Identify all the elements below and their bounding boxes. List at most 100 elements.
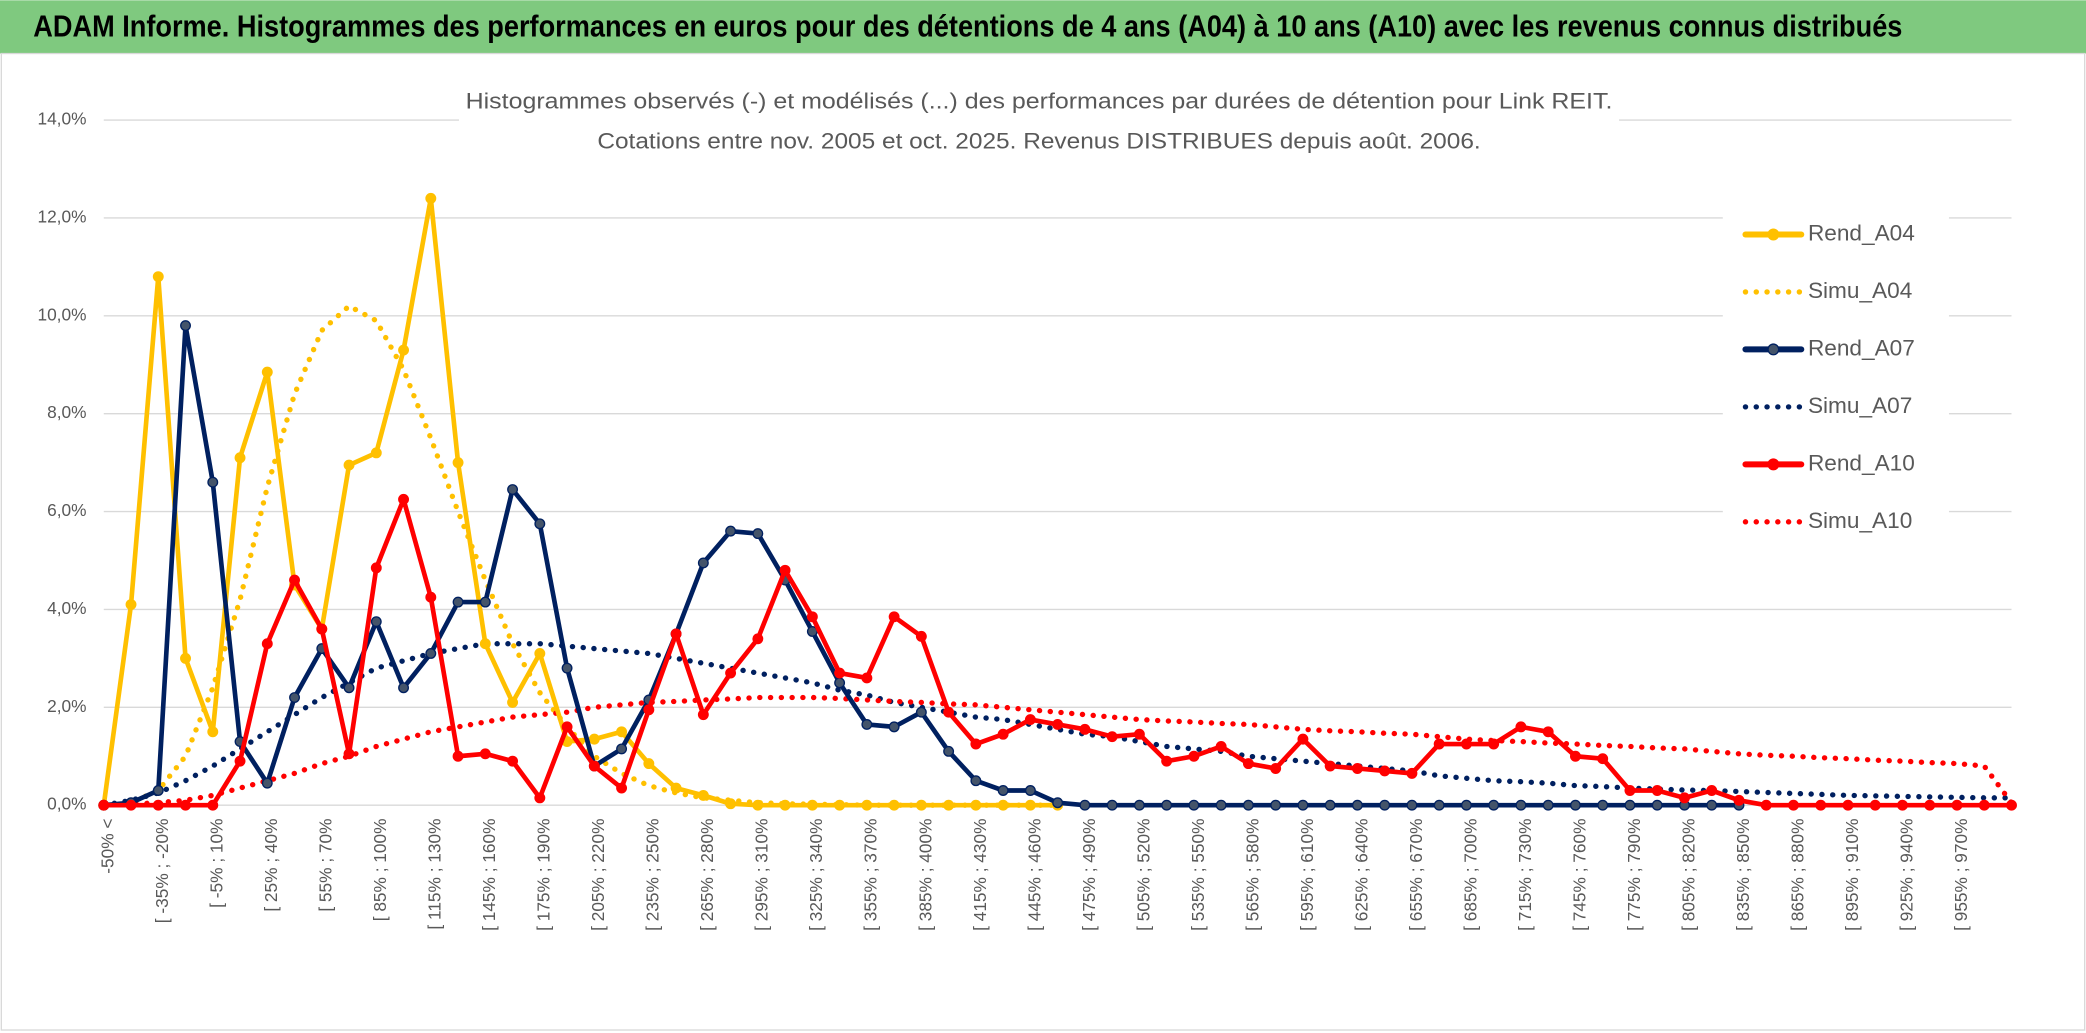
- x-tick-label: [ 595% ; 610%: [1297, 818, 1317, 930]
- x-tick-label: [ 25% ; 40%: [261, 818, 281, 911]
- y-tick-label: 4,0%: [47, 598, 86, 618]
- x-tick-label: [ 175% ; 190%: [534, 818, 554, 930]
- data-point: [180, 652, 191, 664]
- data-point: [861, 672, 873, 684]
- x-tick-label: [ 535% ; 550%: [1188, 818, 1208, 930]
- data-point: [1270, 799, 1282, 811]
- data-point: [915, 630, 927, 642]
- x-tick-label: [ 355% ; 370%: [861, 818, 881, 930]
- data-point: [1133, 728, 1145, 740]
- data-point: [1597, 799, 1609, 811]
- data-point: [343, 682, 355, 694]
- legend-label: Simu_A10: [1808, 508, 1912, 533]
- legend-label: Rend_A04: [1808, 220, 1915, 245]
- data-point: [779, 564, 791, 576]
- legend-label: Rend_A10: [1808, 450, 1915, 475]
- x-tick-label: [ 325% ; 340%: [806, 818, 826, 930]
- x-tick-label: [ 205% ; 220%: [588, 818, 608, 930]
- data-point: [398, 682, 410, 694]
- chart-subtitle: Cotations entre nov. 2005 et oct. 2025. …: [597, 129, 1480, 154]
- data-point: [970, 738, 982, 750]
- legend-marker: [1767, 458, 1780, 471]
- data-point: [697, 557, 709, 569]
- data-point: [1760, 799, 1772, 811]
- data-point: [697, 789, 709, 801]
- data-point: [888, 799, 900, 811]
- x-tick-label: [ 745% ; 760%: [1569, 818, 1589, 930]
- data-point: [834, 799, 846, 811]
- series-line: [101, 694, 2015, 808]
- x-tick-label: -50% <: [98, 818, 118, 873]
- data-point: [616, 743, 628, 755]
- x-tick-label: [ 655% ; 670%: [1406, 818, 1426, 930]
- x-tick-label: [ 295% ; 310%: [752, 818, 772, 930]
- data-point: [1951, 799, 1963, 811]
- x-tick-label: [ 775% ; 790%: [1624, 818, 1644, 930]
- x-tick-label: [ 55% ; 70%: [316, 818, 336, 911]
- data-point: [1106, 799, 1118, 811]
- data-point: [1515, 721, 1527, 733]
- legend-marker: [1767, 228, 1780, 241]
- data-point: [370, 616, 382, 628]
- data-point: [479, 596, 491, 608]
- data-point: [1052, 718, 1064, 730]
- legend-label: Simu_A07: [1808, 393, 1912, 418]
- data-point: [588, 760, 600, 772]
- data-point: [561, 662, 573, 674]
- chart-title: Histogrammes observés (-) et modélisés (…: [466, 89, 1613, 114]
- data-point: [180, 320, 191, 332]
- data-point: [861, 718, 873, 730]
- data-point: [1788, 799, 1799, 811]
- data-point: [1297, 733, 1309, 745]
- x-tick-label: [ -35% ; -20%: [152, 818, 172, 923]
- data-point: [452, 457, 464, 469]
- data-point: [234, 755, 246, 767]
- data-point: [1379, 765, 1391, 777]
- data-point: [289, 692, 300, 703]
- data-point: [1024, 785, 1036, 796]
- data-point: [1624, 799, 1636, 811]
- x-tick-label: [ 805% ; 820%: [1678, 818, 1698, 930]
- data-point: [1433, 799, 1445, 811]
- data-point: [1488, 799, 1500, 811]
- data-point: [507, 484, 519, 495]
- legend-label: Simu_A04: [1808, 278, 1912, 303]
- data-point: [534, 648, 546, 659]
- data-point: [1569, 799, 1581, 811]
- x-tick-label: [ -5% ; 10%: [207, 818, 227, 907]
- data-point: [1679, 792, 1690, 804]
- data-point: [180, 799, 191, 811]
- data-point: [806, 799, 818, 811]
- data-point: [207, 476, 219, 488]
- x-tick-label: [ 715% ; 730%: [1515, 818, 1535, 930]
- data-point: [370, 562, 382, 574]
- data-point: [316, 623, 328, 635]
- data-point: [261, 366, 273, 378]
- header-title: ADAM Informe. Histogrammes des performan…: [33, 9, 1902, 43]
- data-point: [534, 518, 546, 530]
- y-tick-label: 10,0%: [37, 304, 86, 324]
- data-point: [643, 758, 655, 770]
- x-tick-label: [ 145% ; 160%: [479, 818, 499, 930]
- data-point: [152, 799, 164, 811]
- data-point: [1324, 799, 1336, 811]
- data-point: [1897, 799, 1908, 811]
- data-point: [943, 745, 955, 757]
- data-point: [1733, 794, 1745, 806]
- data-point: [289, 574, 300, 586]
- data-point: [1542, 799, 1554, 811]
- data-point: [1869, 799, 1881, 811]
- data-point: [997, 728, 1009, 740]
- data-point: [1597, 753, 1609, 765]
- x-tick-label: [ 115% ; 130%: [425, 818, 445, 929]
- y-tick-label: 0,0%: [47, 794, 86, 814]
- data-point: [1924, 799, 1936, 811]
- data-point: [1079, 723, 1091, 735]
- x-tick-label: [ 415% ; 430%: [970, 818, 990, 930]
- data-point: [1215, 741, 1227, 752]
- data-point: [1052, 797, 1064, 809]
- data-point: [670, 782, 682, 794]
- legend-label: Rend_A07: [1808, 335, 1915, 360]
- data-point: [398, 493, 410, 505]
